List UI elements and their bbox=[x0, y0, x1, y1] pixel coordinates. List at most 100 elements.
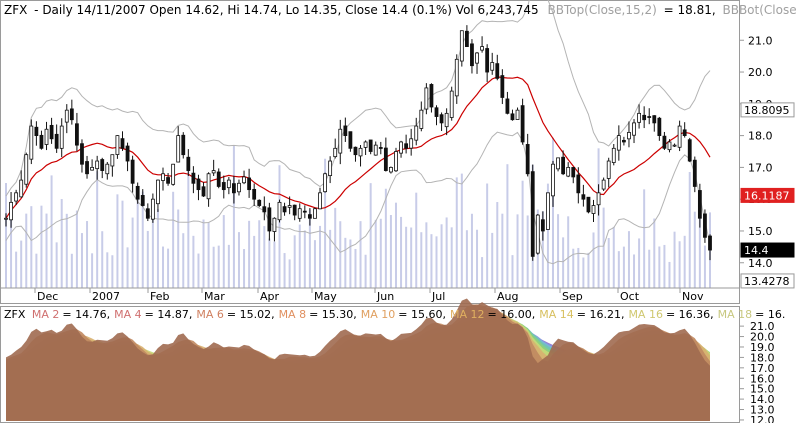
candle-body bbox=[247, 177, 252, 191]
volume-bar bbox=[319, 225, 322, 288]
candle-body bbox=[4, 217, 8, 220]
candle-body bbox=[429, 84, 434, 108]
volume-bar bbox=[20, 240, 23, 288]
candle-body bbox=[135, 185, 140, 200]
ma-ribbon bbox=[6, 298, 710, 421]
price-badge bbox=[740, 102, 795, 118]
y-tick-label: 20.0 bbox=[748, 66, 773, 79]
candle-body bbox=[292, 204, 297, 216]
candle-body bbox=[232, 183, 236, 194]
y-tick-label: 12.0 bbox=[750, 414, 775, 423]
candle-body bbox=[500, 75, 505, 98]
bbbot-label: BBBot(Close,15, bbox=[722, 3, 796, 17]
candle-body bbox=[586, 196, 591, 213]
candle-body bbox=[277, 201, 282, 221]
candle-body bbox=[378, 147, 383, 149]
candle-body bbox=[596, 192, 601, 206]
candle-body bbox=[161, 173, 165, 181]
volume-bar bbox=[298, 224, 301, 288]
volume-bar bbox=[415, 192, 418, 288]
candle-body bbox=[525, 144, 530, 175]
candle-body bbox=[69, 108, 74, 121]
candle-body bbox=[480, 46, 484, 51]
candle-body bbox=[708, 235, 712, 251]
volume-bar bbox=[653, 218, 656, 288]
y-tick-label: 20.0 bbox=[750, 331, 775, 344]
volume-bar bbox=[521, 180, 524, 288]
y-tick-label: 16.0 bbox=[750, 372, 775, 385]
ribbon-legend-value: = 15.60, bbox=[398, 308, 446, 321]
candle-body bbox=[110, 154, 115, 167]
volume-bar bbox=[450, 227, 453, 288]
volume-bar bbox=[541, 211, 544, 288]
volume-bar bbox=[106, 252, 109, 288]
candle-body bbox=[191, 172, 196, 184]
volume-bar bbox=[587, 252, 590, 288]
candle-body bbox=[530, 171, 535, 257]
y-tick-label: 17.0 bbox=[750, 362, 775, 375]
candle-body bbox=[672, 144, 677, 147]
candle-body bbox=[211, 170, 216, 174]
volume-bar bbox=[638, 238, 641, 288]
volume-bar bbox=[400, 216, 403, 288]
volume-bar bbox=[663, 244, 666, 288]
x-tick-label: Apr bbox=[260, 290, 280, 303]
volume-bar bbox=[582, 257, 585, 288]
volume-bar bbox=[526, 215, 529, 288]
volume-bar bbox=[491, 232, 494, 288]
candle-body bbox=[389, 166, 393, 173]
volume-bar bbox=[96, 171, 99, 288]
volume-bar bbox=[80, 233, 83, 288]
candle-body bbox=[237, 182, 241, 193]
volume-bar bbox=[369, 183, 372, 288]
candle-body bbox=[307, 214, 312, 219]
candle-body bbox=[454, 58, 459, 97]
volume-bar bbox=[172, 191, 175, 288]
price-badge bbox=[740, 242, 795, 258]
volume-bar bbox=[212, 246, 215, 288]
volume-bar bbox=[349, 239, 352, 288]
price-y-axis: 21.020.019.018.017.016.015.014.0 bbox=[739, 34, 773, 270]
moving-average-line bbox=[5, 76, 711, 219]
ribbon-legend-value: = 16.36, bbox=[666, 308, 714, 321]
bollinger-bands bbox=[5, 0, 711, 265]
candle-body bbox=[216, 171, 221, 187]
candle-body bbox=[363, 141, 368, 148]
header-summary: - Daily 14/11/2007 Open 14.62, Hi 14.74,… bbox=[34, 3, 538, 17]
volume-bar bbox=[592, 232, 595, 288]
volume-bar bbox=[202, 219, 205, 288]
volume-bar bbox=[329, 229, 332, 288]
candle-body bbox=[95, 160, 100, 170]
volume-bar bbox=[70, 253, 73, 288]
candle-body bbox=[181, 134, 186, 156]
candle-body bbox=[44, 128, 49, 145]
candle-body bbox=[333, 147, 338, 158]
candle-body bbox=[409, 138, 414, 149]
volume-bar bbox=[557, 214, 560, 288]
volume-bar bbox=[688, 172, 691, 288]
volume-bar bbox=[410, 227, 413, 288]
candle-body bbox=[105, 163, 110, 175]
x-tick-label: Dec bbox=[37, 290, 58, 303]
ribbon-legend-label: MA 14 bbox=[539, 308, 574, 321]
volume-bar bbox=[151, 215, 154, 288]
price-badges: 18.8095 16.1187 14.4 13.4278 bbox=[740, 102, 795, 289]
volume-bar bbox=[465, 230, 468, 288]
header-symbol: ZFX bbox=[4, 3, 27, 17]
candle-body bbox=[19, 179, 24, 198]
candle-body bbox=[328, 160, 333, 177]
volume-bar bbox=[91, 253, 94, 288]
volume-bar bbox=[612, 226, 615, 288]
candle-body bbox=[475, 52, 479, 64]
candle-body bbox=[120, 138, 125, 149]
volume-bar bbox=[546, 183, 549, 288]
volume-bar bbox=[156, 209, 159, 288]
candle-body bbox=[414, 125, 419, 141]
volume-bar bbox=[197, 253, 200, 288]
ribbon-y-axis: 21.020.019.018.017.016.015.014.013.012.0 bbox=[739, 320, 775, 423]
volume-bar bbox=[430, 234, 433, 288]
volume-bar bbox=[278, 165, 281, 288]
candle-body bbox=[257, 199, 262, 206]
volume-bar bbox=[572, 248, 575, 288]
